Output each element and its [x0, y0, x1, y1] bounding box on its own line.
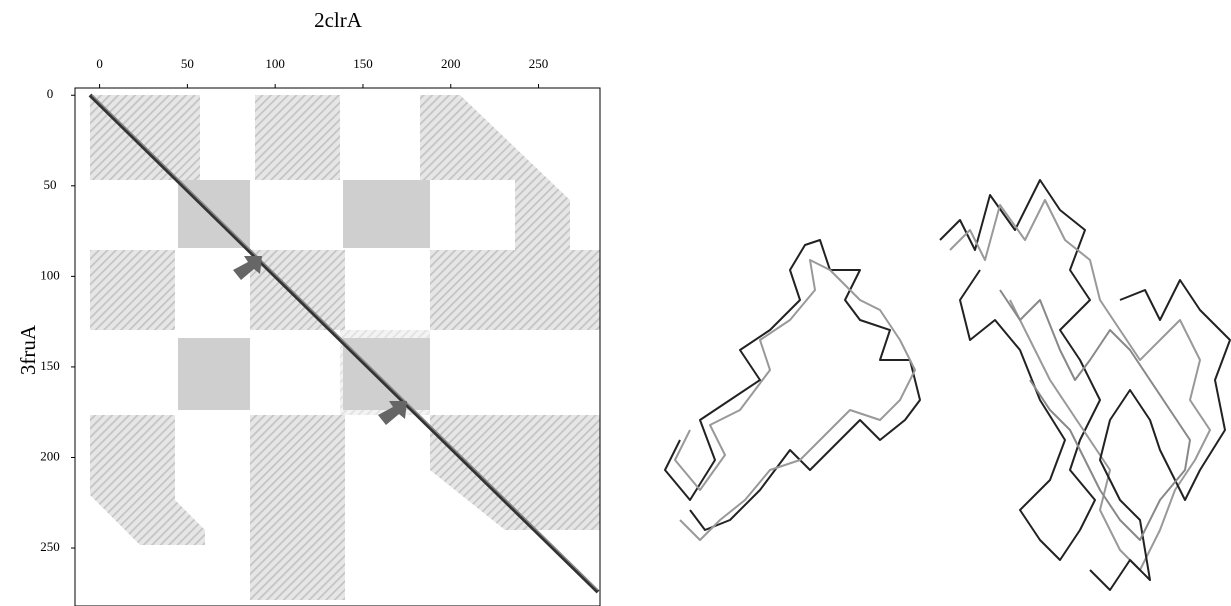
y-tick-label: 50 — [44, 177, 57, 192]
y-tick-label: 100 — [40, 267, 60, 282]
y-axis-title: 3fruA — [16, 324, 40, 375]
figure: 2clrA 3fruA 0 50 100 150 200 250 0 50 100 150 200 2… — [0, 0, 1231, 606]
y-tick-label: 0 — [47, 86, 54, 101]
y-tick-label: 150 — [40, 358, 60, 373]
dot-plot-pattern — [90, 95, 600, 600]
y-tick-label: 200 — [40, 448, 60, 463]
x-tick-label: 50 — [181, 56, 194, 71]
x-tick-label: 150 — [353, 56, 373, 71]
y-tick-label: 250 — [40, 539, 60, 554]
x-tick-label: 0 — [96, 56, 103, 71]
structure-overlay — [665, 180, 1230, 590]
x-axis-title: 2clrA — [314, 8, 363, 32]
x-tick-label: 200 — [441, 56, 461, 71]
x-tick-label: 100 — [265, 56, 285, 71]
x-tick-label: 250 — [529, 56, 549, 71]
